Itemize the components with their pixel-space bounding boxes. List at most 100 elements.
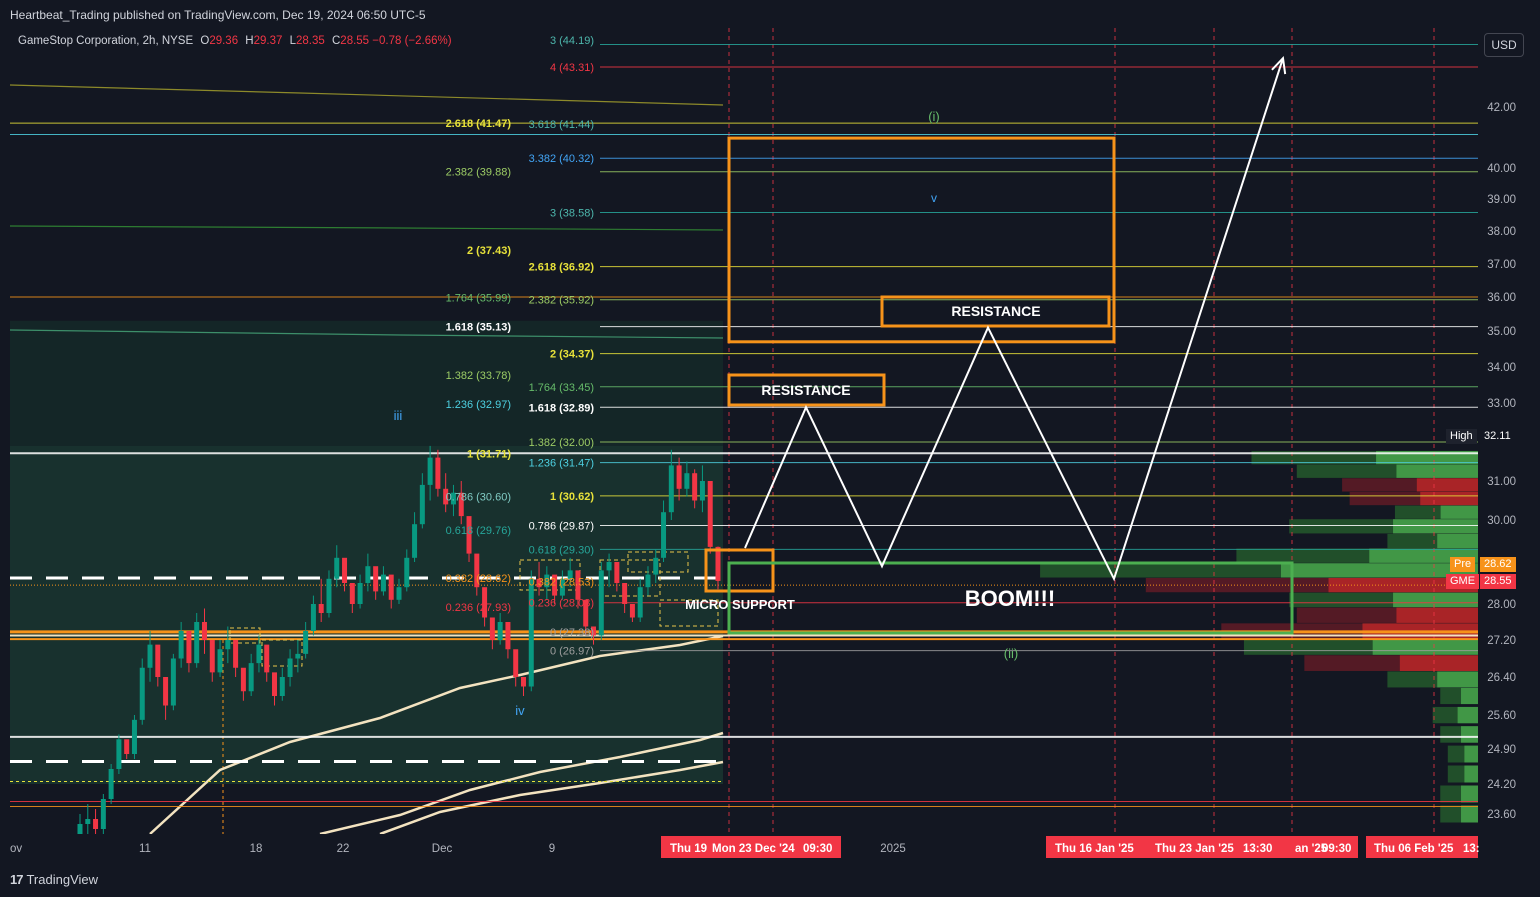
volume-profile-bar-inner [1464,745,1478,763]
volume-profile-bar-inner [1396,607,1478,623]
dashed-range-box [659,599,719,627]
footer [0,862,1540,897]
candle-body [201,622,207,640]
date-tag: 09:30 [803,843,832,855]
low-label: L [289,35,296,47]
publisher-line: Heartbeat_Trading published on TradingVi… [10,8,426,22]
fib-label-right: 3 (38.58) [550,207,594,219]
fib-label-right: 1.764 (33.45) [529,382,594,394]
high-price-value: 32.11 [1480,429,1515,444]
candle-body [310,604,316,631]
candle-body [272,672,278,696]
candle-body [544,574,550,588]
candle-body [279,677,285,696]
projection-path [744,57,1284,582]
ma-line-teal [9,329,724,339]
open-value: 29.36 [209,35,239,47]
open-label: O [200,35,210,47]
currency-button[interactable]: USD [1484,33,1524,57]
volume-profile-bar-inner [1464,765,1478,783]
candle-body [303,631,309,654]
wave-label-1: iii [394,408,403,423]
candle-body [552,574,558,596]
candle-body [380,574,386,592]
fib-label-right: 3.382 (40.32) [529,153,594,165]
candle-body [178,631,184,659]
price-axis-tick: 24.20 [1487,779,1516,791]
candle-body [287,658,293,677]
fib-label-right: 4 (43.31) [550,62,594,74]
candle-body [645,574,651,588]
price-axis-tick: 38.00 [1487,226,1516,238]
volume-profile-bar-inner [1420,491,1478,506]
candle-body [326,578,332,613]
candle-body [85,819,91,824]
symbol-title[interactable]: GameStop Corporation, 2h, NYSE [18,35,194,47]
candle-body [256,644,262,664]
high-price-label: High [1446,429,1477,444]
candle-body [116,739,122,769]
candle-body [295,653,301,659]
volume-profile-bar-inner [1396,464,1478,478]
candle-body [264,644,270,673]
date-tag-bg [661,836,841,858]
candle-body [505,622,511,650]
candle-body [443,488,449,505]
candle-body [520,677,526,687]
candle-body [684,473,690,489]
candle-body [622,583,628,604]
fib-label-right: 0.618 (29.30) [529,544,594,556]
price-axis-tick: 39.00 [1487,194,1516,206]
candle-body [100,799,106,829]
candle-body [349,583,355,604]
price-axis-tick: 27.20 [1487,635,1516,647]
price-axis-tick: 40.00 [1487,163,1516,175]
candle-body [614,562,620,583]
candle-body [396,587,402,600]
candle-body [435,457,441,489]
tradingview-logo[interactable]: 17 TradingView [10,872,98,887]
candle-body [248,663,254,692]
time-axis-tick: 18 [250,843,263,855]
candle-body [575,570,581,600]
price-axis-tick: 37.00 [1487,259,1516,271]
tv-logo-icon: 17 [10,872,24,887]
fib-label-right: 0.382 (28.53) [529,577,594,589]
candle-body [676,465,682,489]
fib-label-left: 2 (37.43) [467,245,511,257]
candle-body [653,557,659,575]
price-axis-tick: 30.00 [1487,515,1516,527]
candle-body [365,566,371,583]
date-tag-bg [1366,836,1478,858]
candle-body [93,819,99,829]
low-value: 28.35 [296,35,325,47]
date-tag: 13:30 [1243,843,1272,855]
volume-profile-bar-inner [1457,706,1478,724]
candle-body [707,481,713,547]
fib-label-right: 2.618 (36.92) [529,262,595,274]
fib-label-left: 2.618 (41.47) [446,118,512,130]
candle-body [404,557,410,588]
resistance-box-lower [727,373,886,407]
fib-label-right: 0.236 (28.03) [529,598,594,610]
high-value: 29.37 [253,35,283,47]
boom-label: BOOM!!! [965,586,1055,611]
fib-label-left: 0.786 (30.60) [446,492,511,504]
candle-body [466,516,472,554]
price-axis-tick: 23.60 [1487,809,1516,821]
candle-body [131,719,137,754]
price-axis-tick: 36.00 [1487,292,1516,304]
candle-body [536,578,542,588]
candle-body [318,604,324,613]
date-tag: Thu 19 [670,843,707,855]
volume-profile-bar-inner [1372,639,1478,655]
close-label: C [331,35,341,47]
candle-body [124,739,130,754]
candle-body [559,578,565,596]
volume-profile-bar-inner [1328,577,1478,593]
volume-profile-bar-inner [1437,671,1478,688]
candle-body [357,583,363,604]
pre-market-label: Pre [1450,557,1476,572]
pre-market-value: 28.62 [1480,557,1516,572]
